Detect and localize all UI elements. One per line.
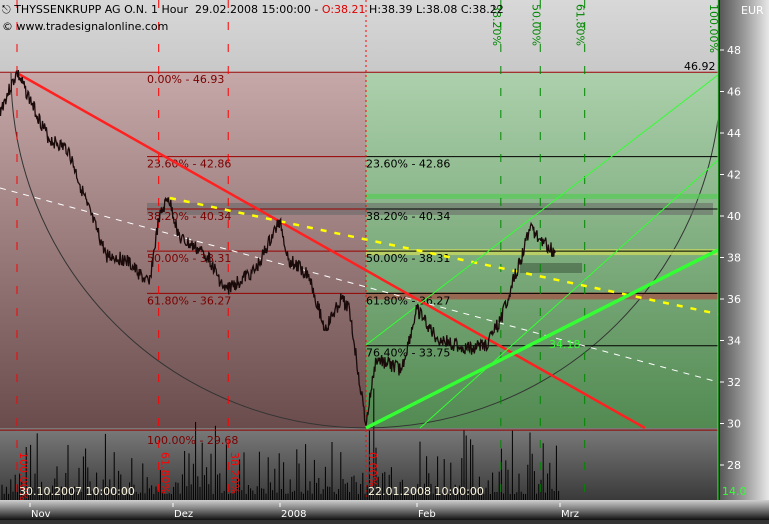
volume-background xyxy=(0,428,719,500)
candle-icon: ⎋ xyxy=(2,3,11,16)
y-tick-label: 30 xyxy=(727,418,741,431)
time-fib-label-red: 61.80% xyxy=(159,452,172,494)
y-tick-label: 48 xyxy=(727,44,741,57)
fib-label-right: 61.80% - 36.27 xyxy=(366,294,450,307)
date-label: 22.01.2008 10:00:00 xyxy=(368,485,484,498)
volume-value: 14.0 xyxy=(722,485,747,498)
trend-value-label: 34.18 xyxy=(549,338,581,351)
x-tick-label: Nov xyxy=(31,509,51,520)
y-tick-label: 46 xyxy=(727,86,741,99)
fib-label-left: 100.00% - 29.68 xyxy=(147,434,238,447)
price-line xyxy=(0,69,556,426)
copyright: © www.tradesignalonline.com xyxy=(2,20,169,33)
chart-header: ⎋ THYSSENKRUPP AG O.N. 1 Hour 29.02.2008… xyxy=(2,3,504,17)
fib-label-left: 38.20% - 40.34 xyxy=(147,210,231,223)
y-tick-label: 28 xyxy=(727,459,741,472)
low-value: L:38.08 xyxy=(416,3,458,16)
y-tick-label: 44 xyxy=(727,127,741,140)
fib-label-right: 38.20% - 40.34 xyxy=(366,210,450,223)
bar-datetime: 29.02.2008 15:00:00 - xyxy=(195,3,319,16)
time-axis[interactable] xyxy=(0,500,769,520)
price-axis[interactable] xyxy=(719,0,769,500)
band-green xyxy=(366,193,718,199)
x-tick-label: Mrz xyxy=(561,509,579,520)
green-fan-line xyxy=(419,159,719,429)
green-fan-line xyxy=(365,74,719,346)
green-trendline xyxy=(365,248,719,430)
time-fib-label-red: 0.00% xyxy=(366,452,379,487)
interval: 1 Hour xyxy=(151,3,189,16)
y-tick-label: 32 xyxy=(727,376,741,389)
time-fib-label-green: 38.20% xyxy=(490,4,503,46)
y-tick-label: 36 xyxy=(727,293,741,306)
open-value: O:38.21 xyxy=(321,3,366,16)
fib-label-left: 61.80% - 36.27 xyxy=(147,294,231,307)
upper-background xyxy=(0,0,719,73)
band-50 xyxy=(366,249,718,256)
y-tick-label: 42 xyxy=(727,169,741,182)
y-tick-label: 34 xyxy=(727,335,741,348)
fib-label-right: 76.40% - 33.75 xyxy=(366,347,450,360)
band-61 xyxy=(366,292,718,300)
last-price-label: 46.92 xyxy=(684,60,716,73)
fib-label-left: 0.00% - 46.93 xyxy=(147,73,224,86)
time-fib-label-green: 61.80% xyxy=(574,4,587,46)
white-trendline xyxy=(0,187,719,383)
time-fib-label-red: 38.20% xyxy=(228,452,241,494)
fib-label-right: 50.00% - 38.31 xyxy=(366,252,450,265)
time-fib-label-green: 50.00% xyxy=(529,4,542,46)
retracement-zone xyxy=(0,73,366,428)
x-tick-label: Feb xyxy=(418,509,436,520)
red-trendline xyxy=(16,71,646,430)
symbol-name: THYSSENKRUPP AG O.N. xyxy=(14,3,148,16)
fib-label-right: 23.60% - 42.86 xyxy=(366,158,450,171)
x-tick-label: 2008 xyxy=(281,509,306,520)
y-tick-label: 38 xyxy=(727,252,741,265)
x-tick-label: Dez xyxy=(174,509,193,520)
fib-label-left: 50.00% - 38.31 xyxy=(147,252,231,265)
time-fib-label-green: 100.00% xyxy=(707,4,720,53)
band-small xyxy=(520,263,582,273)
date-label: 30.10.2007 10:00:00 xyxy=(19,485,135,498)
time-fib-label-red: 100.00% xyxy=(17,452,30,501)
close-value: C:38.22 xyxy=(460,3,504,16)
currency-label: EUR xyxy=(741,4,764,17)
y-tick-label: 40 xyxy=(727,210,741,223)
fib-label-left: 23.60% - 42.86 xyxy=(147,158,231,171)
high-value: H:38.39 xyxy=(369,3,413,16)
